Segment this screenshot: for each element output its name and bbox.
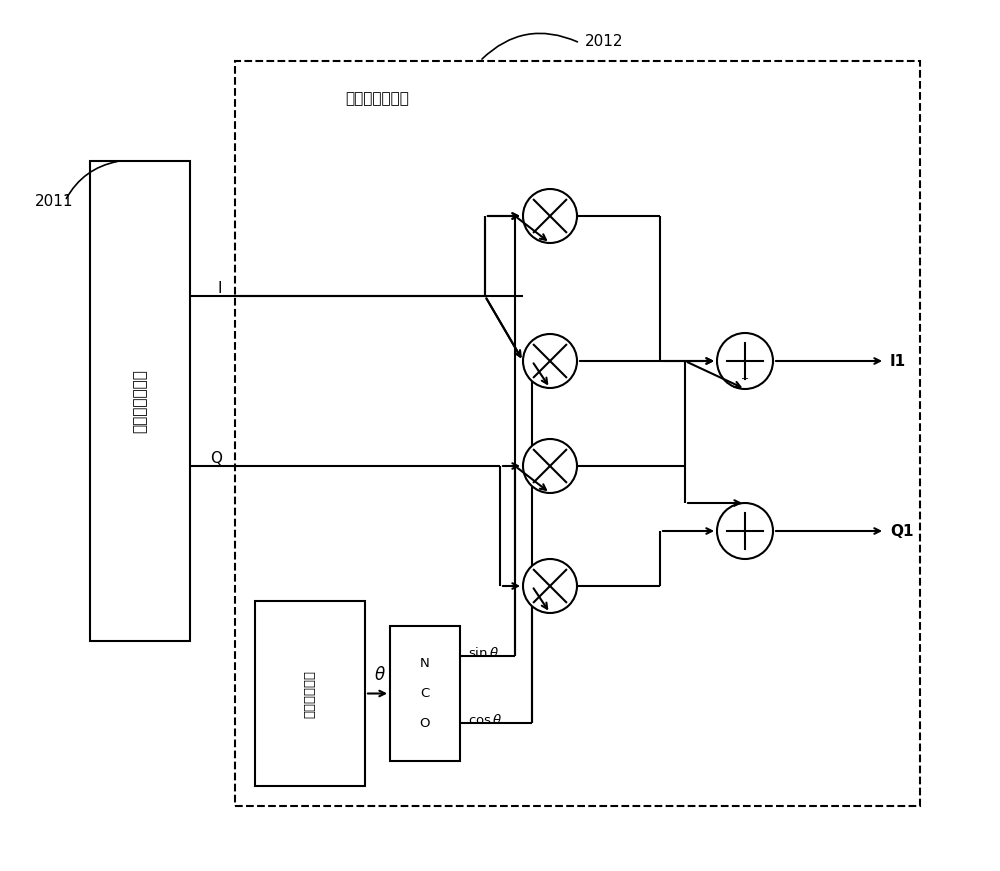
Text: C: C [420, 687, 430, 700]
Text: 基带调制子模块: 基带调制子模块 [132, 369, 148, 433]
Bar [90, 161, 190, 641]
Circle shape [523, 559, 577, 613]
Circle shape [523, 439, 577, 493]
Text: Q: Q [210, 450, 222, 465]
Circle shape [523, 189, 577, 243]
Text: $\theta$: $\theta$ [374, 665, 385, 684]
Bar [235, 61, 920, 806]
Text: 相位产生单元: 相位产生单元 [303, 670, 316, 718]
Text: −: − [741, 374, 749, 384]
Text: I1: I1 [890, 354, 906, 368]
Text: 相位调整子模块: 相位调整子模块 [345, 91, 409, 106]
Text: I: I [218, 280, 222, 295]
Circle shape [717, 503, 773, 559]
Text: N: N [420, 658, 430, 671]
Text: $\sin\theta$: $\sin\theta$ [468, 645, 499, 659]
Text: Q1: Q1 [890, 523, 914, 538]
Circle shape [717, 333, 773, 389]
Text: 2011: 2011 [35, 193, 74, 208]
Bar [390, 626, 460, 761]
Text: 2012: 2012 [585, 33, 624, 49]
Text: O: O [420, 717, 430, 730]
Bar [255, 601, 365, 786]
Circle shape [523, 334, 577, 388]
Text: $\cos\theta$: $\cos\theta$ [468, 713, 502, 727]
